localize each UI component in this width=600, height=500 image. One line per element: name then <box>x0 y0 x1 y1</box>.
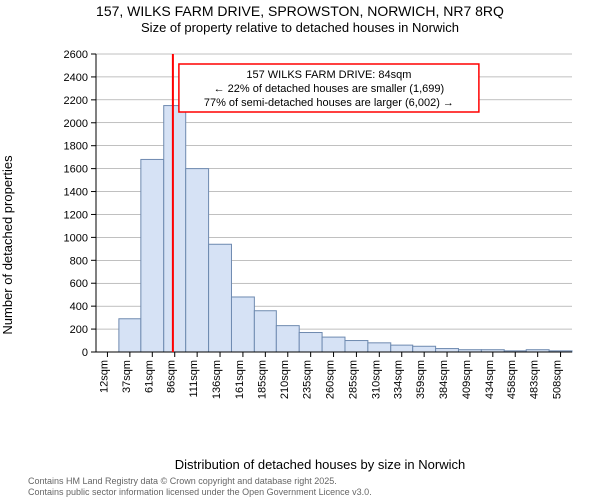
histogram-bar <box>141 159 164 352</box>
x-tick-label: 185sqm <box>256 360 268 399</box>
svg-text:1400: 1400 <box>64 187 88 199</box>
histogram-bar <box>368 343 391 352</box>
x-tick-label: 384sqm <box>438 360 450 399</box>
histogram-bar <box>119 319 141 352</box>
svg-text:1600: 1600 <box>64 164 88 176</box>
histogram-bar <box>186 169 209 352</box>
footer-attribution: Contains HM Land Registry data © Crown c… <box>28 476 372 499</box>
x-tick-label: 12sqm <box>98 360 110 393</box>
svg-text:1000: 1000 <box>64 232 88 244</box>
histogram-bar <box>345 341 368 352</box>
y-axis-label: Number of detached properties <box>0 155 15 334</box>
histogram-bar <box>209 244 232 352</box>
x-tick-label: 409sqm <box>461 360 473 399</box>
footer-line2: Contains public sector information licen… <box>28 487 372 498</box>
histogram-bar <box>413 346 436 352</box>
x-tick-label: 334sqm <box>393 360 405 399</box>
svg-text:800: 800 <box>70 255 88 267</box>
histogram-bar <box>231 297 254 352</box>
chart-title: 157, WILKS FARM DRIVE, SPROWSTON, NORWIC… <box>0 2 600 37</box>
annotation-line2: ← 22% of detached houses are smaller (1,… <box>214 83 445 95</box>
x-tick-label: 458sqm <box>506 360 518 399</box>
x-tick-label: 61sqm <box>143 360 155 393</box>
x-axis-label: Distribution of detached houses by size … <box>60 457 580 472</box>
x-tick-label: 161sqm <box>234 360 246 399</box>
chart-container: 157, WILKS FARM DRIVE, SPROWSTON, NORWIC… <box>0 0 600 500</box>
histogram-bar <box>322 337 345 352</box>
svg-text:600: 600 <box>70 278 88 290</box>
histogram-bar <box>391 345 413 352</box>
svg-text:400: 400 <box>70 301 88 313</box>
histogram-bar <box>254 311 276 352</box>
x-tick-label: 483sqm <box>529 360 541 399</box>
svg-text:2400: 2400 <box>64 72 88 84</box>
x-tick-label: 235sqm <box>302 360 314 399</box>
svg-text:1200: 1200 <box>64 209 88 221</box>
histogram-bar <box>436 349 459 352</box>
x-tick-label: 285sqm <box>347 360 359 399</box>
title-line1: 157, WILKS FARM DRIVE, SPROWSTON, NORWIC… <box>0 2 600 20</box>
footer-line1: Contains HM Land Registry data © Crown c… <box>28 476 372 487</box>
x-tick-label: 111sqm <box>188 360 200 398</box>
annotation-line3: 77% of semi-detached houses are larger (… <box>204 97 454 109</box>
x-tick-label: 508sqm <box>552 360 564 399</box>
x-tick-label: 37sqm <box>121 360 133 393</box>
svg-text:200: 200 <box>70 324 88 336</box>
x-tick-label: 86sqm <box>166 360 178 393</box>
x-tick-label: 210sqm <box>279 360 291 399</box>
plot-area: 0 200 400 600 800 1000 1200 1400 1600 1800 2000 220… <box>60 48 580 408</box>
histogram-bar <box>299 333 322 352</box>
histogram-bar <box>164 106 186 352</box>
title-line2: Size of property relative to detached ho… <box>0 20 600 37</box>
x-tick-label: 434sqm <box>484 360 496 399</box>
histogram-bar <box>276 326 299 352</box>
svg-text:2600: 2600 <box>64 49 88 61</box>
svg-text:1800: 1800 <box>64 141 88 153</box>
x-tick-label: 260sqm <box>325 360 337 399</box>
svg-text:2000: 2000 <box>64 118 88 130</box>
annotation-line1: 157 WILKS FARM DRIVE: 84sqm <box>246 69 411 81</box>
x-tick-label: 359sqm <box>415 360 427 399</box>
svg-text:0: 0 <box>82 347 88 359</box>
x-tick-label: 136sqm <box>211 360 223 399</box>
svg-text:2200: 2200 <box>64 95 88 107</box>
x-tick-label: 310sqm <box>370 360 382 399</box>
